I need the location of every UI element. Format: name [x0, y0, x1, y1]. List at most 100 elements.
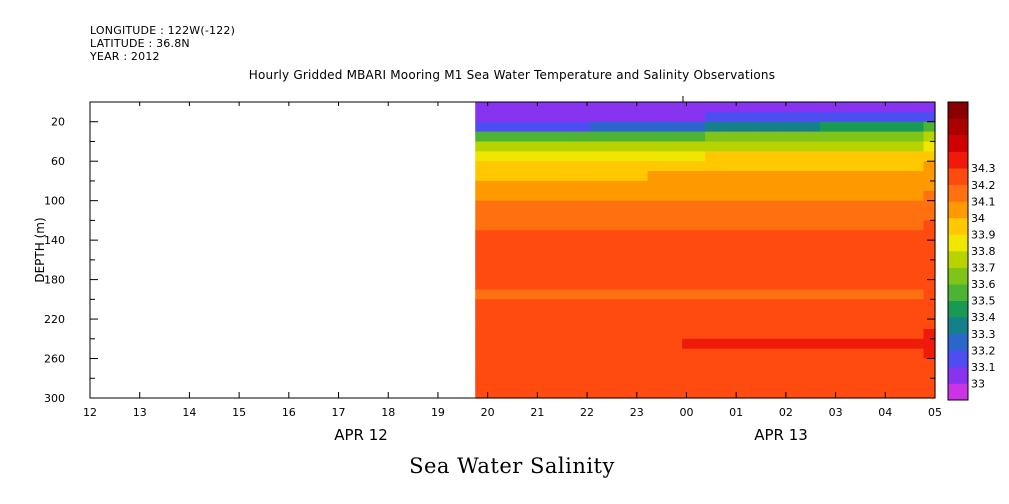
heatmap-cell	[532, 328, 545, 340]
heatmap-cell	[797, 299, 810, 310]
heatmap-cell	[785, 328, 798, 340]
heatmap-cell	[498, 250, 511, 261]
heatmap-cell	[636, 279, 649, 291]
heatmap-cell	[498, 378, 511, 389]
heatmap-cell	[509, 319, 522, 330]
heatmap-cell	[866, 309, 879, 320]
heatmap-cell	[601, 299, 614, 310]
heatmap-cell	[889, 388, 902, 399]
heatmap-cell	[843, 368, 856, 379]
heatmap-cell	[820, 250, 833, 261]
heatmap-cell	[555, 279, 568, 291]
heatmap-cell	[774, 348, 787, 360]
heatmap-cell	[590, 200, 603, 212]
heatmap-cell	[486, 279, 499, 291]
heatmap-cell	[751, 289, 764, 300]
heatmap-cell	[877, 220, 890, 231]
heatmap-cell	[831, 338, 844, 350]
heatmap-cell	[521, 299, 534, 310]
heatmap-cell	[601, 259, 614, 271]
heatmap-cell	[659, 102, 672, 113]
heatmap-cell	[705, 210, 718, 221]
axes: 12 13 14 15 16 17 18 19 20 21 22 23 00 01 02 03 04 05 APR …	[33, 96, 942, 444]
heatmap-cell	[820, 299, 833, 310]
heatmap-cell	[693, 151, 706, 162]
heatmap-cell	[613, 378, 626, 389]
heatmap-cell	[912, 121, 925, 133]
heatmap-cell	[716, 319, 729, 330]
heatmap-cell	[647, 378, 660, 389]
heatmap-cell	[567, 348, 580, 360]
heatmap-cell	[486, 319, 499, 330]
heatmap-cell	[820, 121, 833, 133]
heatmap-cell	[601, 338, 614, 350]
heatmap-cell	[636, 388, 649, 399]
heatmap-cell	[751, 319, 764, 330]
x-tick-label: 21	[530, 406, 544, 419]
heatmap-cell	[590, 328, 603, 340]
heatmap-cell	[877, 319, 890, 330]
heatmap-cell	[693, 131, 706, 143]
heatmap-cell	[877, 358, 890, 369]
heatmap-cell	[820, 319, 833, 330]
heatmap-cell	[912, 338, 925, 350]
heatmap-cell	[705, 171, 718, 182]
heatmap-cell	[866, 328, 879, 340]
heatmap-cell	[820, 368, 833, 379]
colorbar-swatch	[948, 217, 968, 235]
heatmap-cell	[498, 141, 511, 152]
heatmap-cell	[866, 171, 879, 182]
heatmap-cell	[785, 250, 798, 261]
heatmap-cell	[889, 368, 902, 379]
heatmap-cell	[636, 200, 649, 212]
heatmap-cell	[613, 328, 626, 340]
heatmap-cell	[682, 210, 695, 221]
heatmap-cell	[509, 250, 522, 261]
heatmap-cell	[808, 180, 821, 192]
heatmap-cell	[693, 141, 706, 152]
colorbar-swatch	[948, 383, 968, 401]
heatmap-cell	[498, 309, 511, 320]
heatmap-cell	[532, 338, 545, 350]
heatmap-cell	[912, 180, 925, 192]
heatmap-cell	[498, 102, 511, 113]
heatmap-cell	[831, 210, 844, 221]
heatmap-cell	[889, 180, 902, 192]
heatmap-cell	[762, 328, 775, 340]
heatmap-cell	[613, 141, 626, 152]
heatmap-cell	[820, 190, 833, 202]
heatmap-cell	[670, 210, 683, 221]
heatmap-cell	[521, 161, 534, 172]
heatmap-cell	[682, 328, 695, 340]
heatmap-cell	[923, 230, 936, 241]
heatmap-cell	[532, 250, 545, 261]
heatmap-cell	[751, 230, 764, 241]
heatmap-cell	[682, 378, 695, 389]
heatmap-cell	[900, 388, 913, 399]
heatmap-cell	[751, 299, 764, 310]
heatmap-cell	[889, 289, 902, 300]
heatmap-cell	[728, 338, 741, 350]
heatmap-cell	[475, 161, 488, 172]
heatmap-cell	[923, 388, 936, 399]
heatmap-cell	[751, 141, 764, 152]
heatmap-cell	[567, 328, 580, 340]
heatmap-cell	[498, 220, 511, 231]
heatmap-cell	[808, 299, 821, 310]
heatmap-cell	[912, 378, 925, 389]
heatmap-cell	[866, 102, 879, 113]
heatmap-cell	[567, 180, 580, 192]
heatmap-cell	[751, 151, 764, 162]
heatmap-cell	[613, 161, 626, 172]
heatmap-cell	[889, 348, 902, 360]
y-tick-label: 60	[51, 155, 65, 168]
heatmap-cell	[774, 328, 787, 340]
heatmap-cell	[509, 328, 522, 340]
heatmap-cell	[486, 102, 499, 113]
heatmap-cell	[716, 102, 729, 113]
heatmap-cell	[739, 368, 752, 379]
heatmap-cell	[670, 161, 683, 172]
heatmap-cell	[636, 220, 649, 231]
heatmap-cell	[555, 319, 568, 330]
heatmap-cell	[705, 151, 718, 162]
